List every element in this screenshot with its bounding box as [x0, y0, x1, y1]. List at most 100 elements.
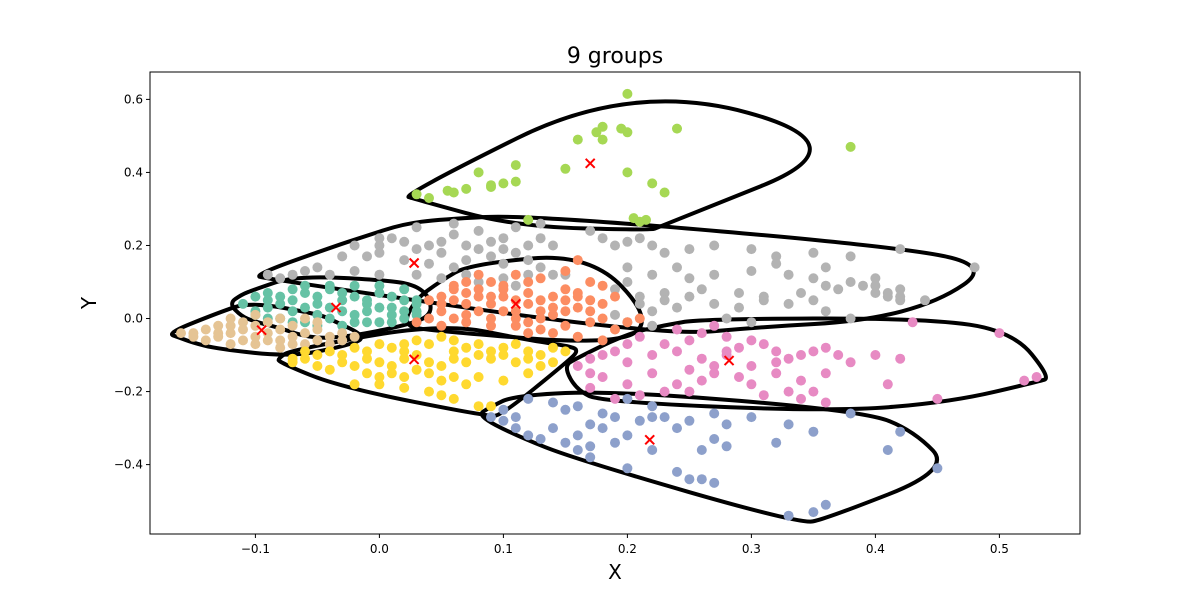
data-point-group-8 [486, 412, 496, 423]
data-point-group-5 [213, 320, 224, 331]
data-point-group-7 [622, 339, 633, 350]
data-point-group-3 [411, 295, 422, 306]
data-point-group-5 [238, 317, 248, 328]
x-tick-label: 0.0 [370, 542, 389, 556]
data-point-group-5 [324, 339, 335, 350]
data-point-group-2 [374, 240, 385, 251]
data-point-group-4 [510, 320, 521, 331]
data-point-group-6 [386, 361, 397, 371]
data-point-group-3 [324, 313, 335, 324]
data-point-group-6 [411, 364, 422, 375]
data-point-group-6 [548, 342, 558, 353]
data-point-group-4 [585, 306, 596, 317]
data-point-group-8 [709, 408, 720, 419]
data-point-group-2 [758, 295, 769, 306]
data-point-group-2 [535, 262, 546, 273]
data-point-group-1 [622, 127, 633, 138]
data-point-group-5 [300, 313, 310, 324]
data-point-group-2 [895, 244, 906, 255]
data-point-group-2 [498, 233, 509, 244]
data-point-group-7 [820, 368, 831, 379]
data-point-group-7 [597, 350, 608, 360]
centroid-marker-5 [256, 325, 267, 336]
data-point-group-2 [312, 262, 323, 273]
data-point-group-8 [808, 507, 819, 518]
data-point-group-1 [622, 167, 633, 178]
data-point-group-2 [473, 277, 484, 287]
data-point-group-2 [870, 273, 881, 284]
data-point-group-7 [572, 361, 583, 371]
data-point-group-3 [386, 291, 397, 302]
data-point-group-5 [250, 309, 261, 320]
data-point-group-2 [523, 255, 534, 266]
data-point-group-7 [634, 390, 645, 401]
data-point-group-2 [262, 269, 273, 280]
data-point-group-6 [510, 339, 521, 350]
data-point-group-2 [734, 302, 744, 313]
data-point-group-1 [560, 163, 571, 174]
data-point-group-3 [300, 302, 310, 313]
data-point-group-4 [486, 291, 496, 302]
data-point-group-6 [399, 372, 410, 382]
data-point-group-5 [287, 331, 298, 342]
data-point-group-2 [461, 240, 472, 251]
data-point-group-4 [510, 313, 521, 324]
data-point-group-1 [473, 167, 484, 178]
data-point-group-3 [399, 306, 410, 317]
data-point-group-4 [461, 317, 472, 328]
x-tick-label: 0.1 [494, 542, 513, 556]
data-point-group-8 [622, 393, 633, 404]
data-point-group-5 [275, 313, 286, 324]
data-point-group-4 [597, 335, 608, 346]
y-axis-title: Y [77, 296, 101, 310]
data-point-group-2 [920, 295, 930, 306]
data-point-group-6 [374, 379, 385, 390]
data-point-group-1 [647, 178, 658, 189]
data-point-group-8 [684, 415, 695, 426]
data-point-group-2 [647, 320, 658, 331]
data-point-group-2 [684, 273, 695, 284]
data-point-group-8 [572, 401, 583, 412]
data-point-group-4 [448, 313, 459, 324]
data-point-group-6 [399, 382, 410, 393]
group-boundary-1 [406, 99, 812, 232]
data-point-group-2 [746, 266, 757, 276]
data-point-group-6 [523, 346, 534, 357]
data-point-group-6 [535, 350, 546, 360]
data-point-group-4 [535, 313, 546, 324]
data-point-group-7 [721, 331, 732, 342]
data-point-group-4 [610, 324, 620, 335]
data-point-group-8 [696, 445, 707, 455]
data-point-group-3 [262, 302, 273, 313]
centroid-marker-8 [644, 434, 655, 445]
data-point-group-8 [709, 434, 720, 444]
data-point-group-3 [362, 317, 372, 328]
data-point-group-2 [374, 247, 385, 258]
data-point-group-3 [312, 291, 323, 302]
data-point-group-4 [634, 313, 645, 324]
data-point-group-2 [510, 247, 521, 258]
data-point-group-6 [374, 372, 385, 382]
data-point-group-6 [324, 346, 335, 357]
data-point-group-4 [585, 295, 596, 306]
data-point-group-8 [572, 445, 583, 455]
data-point-group-2 [473, 244, 484, 255]
centroid-marker-2 [408, 257, 420, 269]
data-point-group-4 [572, 291, 583, 302]
data-point-group-7 [783, 386, 794, 397]
data-point-group-1 [845, 141, 856, 152]
data-point-group-1 [448, 187, 459, 198]
data-point-group-2 [535, 218, 546, 229]
data-point-group-5 [225, 339, 236, 350]
data-point-group-2 [634, 298, 645, 309]
data-point-group-7 [672, 346, 682, 357]
y-tick-label: 0.2 [124, 238, 143, 252]
data-point-group-7 [659, 339, 670, 350]
data-point-group-8 [560, 437, 571, 448]
group-centroids [256, 158, 735, 445]
data-point-group-2 [324, 269, 335, 280]
data-point-group-3 [250, 291, 261, 302]
data-point-group-6 [374, 357, 385, 368]
data-point-group-8 [672, 466, 682, 477]
x-axis-ticks: −0.1 0.0 0.1 0.2 0.3 0.4 0.5 [241, 534, 1009, 556]
